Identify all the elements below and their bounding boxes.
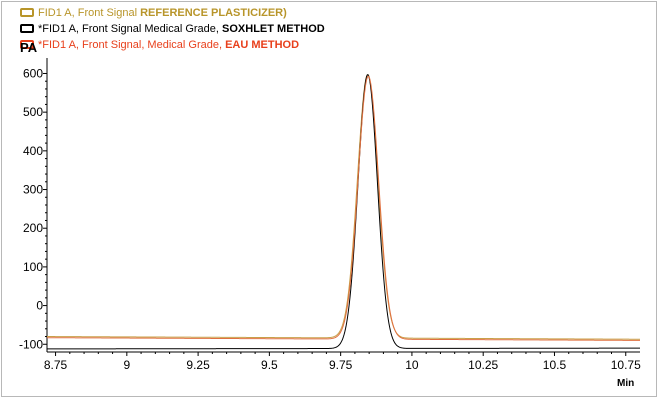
x-tick-label: 9.75 [329, 358, 353, 372]
legend-text-eau: *FID1 A, Front Signal, Medical Grade, EA… [38, 39, 300, 51]
y-tick-label: 100 [23, 260, 43, 274]
x-axis-unit: Min [617, 378, 635, 389]
legend-swatch-eau [20, 39, 34, 49]
y-tick-label: 300 [23, 183, 43, 197]
legend-item-soxhlet: *FID1 A, Front Signal Medical Grade, SOX… [20, 23, 325, 36]
series-line-0 [47, 74, 640, 340]
y-tick-label: 0 [36, 299, 43, 313]
x-tick-label: 10.75 [611, 358, 641, 372]
legend-text-soxhlet: *FID1 A, Front Signal Medical Grade, SOX… [38, 23, 325, 35]
legend-item-eau: *FID1 A, Front Signal, Medical Grade, EA… [20, 39, 299, 52]
x-tick-label: 8.75 [44, 358, 68, 372]
legend-swatch-reference [20, 7, 34, 17]
x-tick-label: 9.25 [186, 358, 210, 372]
y-axis-label: PA [20, 40, 38, 55]
y-tick-label: 500 [23, 105, 43, 119]
x-tick-label: 10.25 [468, 358, 498, 372]
y-tick-label: 200 [23, 221, 43, 235]
x-tick-label: 10.5 [543, 358, 567, 372]
legend-swatch-soxhlet [20, 23, 34, 33]
x-tick-label: 10 [405, 358, 419, 372]
y-tick-label: 400 [23, 144, 43, 158]
y-tick-label: 600 [23, 66, 43, 80]
x-tick-label: 9.5 [261, 358, 278, 372]
series-line-2 [47, 75, 640, 341]
x-tick-label: 9 [123, 358, 130, 372]
y-tick-label: -100 [19, 337, 43, 351]
legend-text-reference: FID1 A, Front Signal REFERENCE PLASTICIZ… [38, 7, 287, 19]
legend-item-reference: FID1 A, Front Signal REFERENCE PLASTICIZ… [20, 7, 287, 20]
series-line-1 [46, 74, 640, 350]
